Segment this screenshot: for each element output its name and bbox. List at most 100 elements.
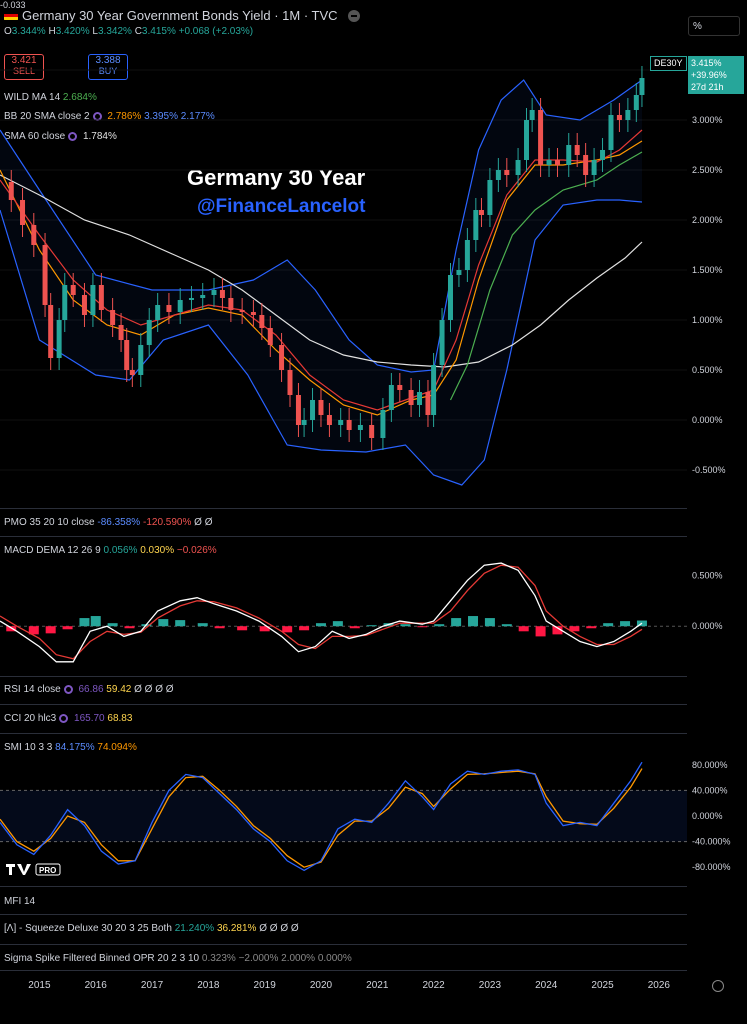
candle-body (600, 150, 606, 160)
candle-body (380, 410, 386, 438)
candle-body (478, 210, 484, 215)
rsi-legend[interactable]: RSI 14 close 66.86 59.42 Ø Ø Ø Ø (4, 684, 174, 695)
bar-countdown: 27d 21h (691, 82, 724, 92)
candle-body (20, 200, 26, 225)
macd-histogram-bar (197, 623, 208, 627)
macd-histogram-bar (569, 626, 580, 632)
pane-divider[interactable] (0, 508, 687, 509)
time-tick-label: 2020 (310, 980, 333, 991)
smi-tick-label: 0.000% (692, 811, 723, 821)
candle-body (166, 305, 172, 312)
price-candles (8, 66, 645, 450)
smi-tick-label: -40.000% (692, 837, 731, 847)
price-tick-label: 3.000% (692, 115, 723, 125)
macd-histogram-bar (315, 623, 326, 627)
tradingview-logo-icon: PRO (6, 863, 61, 876)
percent-scale-button[interactable]: % (688, 16, 740, 36)
macd-histogram-bar (484, 618, 495, 627)
settings-icon[interactable] (59, 713, 69, 723)
macd-histogram-bar (400, 624, 411, 627)
sma60-line (0, 174, 643, 368)
candle-body (574, 145, 580, 155)
macd-line (0, 562, 643, 663)
candle-body (98, 285, 104, 310)
macd-legend[interactable]: MACD DEMA 12 26 9 0.056% 0.030% −0.026% (4, 545, 217, 556)
svg-text:PRO: PRO (39, 866, 56, 875)
candle-body (515, 160, 521, 175)
last-price-tag: 3.415% +39.96% 27d 21h (688, 56, 744, 94)
candle-body (447, 275, 453, 320)
sma-legend[interactable]: SMA 60 close 1.784% (4, 131, 117, 142)
smi-legend[interactable]: SMI 10 3 3 84.175% 74.094% (4, 742, 137, 753)
buy-button[interactable]: 3.388 BUY (88, 54, 128, 80)
pane-divider[interactable] (0, 970, 687, 971)
candle-body (408, 390, 414, 405)
candle-body (591, 160, 597, 175)
candle-body (48, 305, 54, 358)
candle-body (200, 295, 206, 298)
last-price: 3.415% (691, 58, 722, 68)
pane-divider[interactable] (0, 944, 687, 945)
cci-legend[interactable]: CCI 20 hlc3 165.70 68.83 (4, 713, 133, 724)
sigma-legend[interactable]: Sigma Spike Filtered Binned OPR 20 2 3 1… (4, 953, 352, 964)
candle-body (110, 310, 116, 325)
candle-body (487, 180, 493, 215)
pane-divider[interactable] (0, 733, 687, 734)
minus-icon[interactable] (347, 9, 360, 22)
price-tick-label: 2.500% (692, 165, 723, 175)
chart-title-row: Germany 30 Year Government Bonds Yield ·… (4, 8, 360, 23)
candle-body (388, 385, 394, 410)
sell-button[interactable]: 3.421 SELL (4, 54, 44, 80)
settings-icon[interactable] (68, 131, 78, 141)
spread-value: -0.033 (0, 0, 26, 10)
squeeze-legend[interactable]: [Λ] - Squeeze Deluxe 30 20 3 25 Both 21.… (4, 923, 299, 934)
candle-body (464, 240, 470, 270)
price-tick-label: 1.000% (692, 315, 723, 325)
candle-body (118, 325, 124, 340)
pane-divider[interactable] (0, 676, 687, 677)
macd-histogram-bar (451, 618, 462, 627)
bb-lower-line (0, 199, 643, 486)
time-tick-label: 2025 (591, 980, 614, 991)
candle-body (417, 392, 423, 405)
candle-body (295, 395, 301, 425)
macd-histogram-bar (79, 618, 90, 627)
candle-body (566, 145, 572, 165)
settings-target-icon[interactable] (712, 980, 724, 992)
macd-histogram-bar (535, 626, 546, 637)
time-tick-label: 2015 (28, 980, 51, 991)
candle-body (425, 392, 431, 415)
pmo-legend[interactable]: PMO 35 20 10 close -86.358% -120.590% Ø … (4, 517, 213, 528)
candle-body (42, 245, 48, 305)
time-tick-label: 2021 (366, 980, 389, 991)
mfi-legend[interactable]: MFI 14 (4, 896, 36, 907)
wild-ma-legend[interactable]: WILD MA 14 2.684% (4, 92, 97, 103)
pane-divider[interactable] (0, 704, 687, 705)
price-tick-label: 0.500% (692, 365, 723, 375)
candle-body (625, 110, 631, 120)
candle-body (90, 285, 96, 315)
candle-body (62, 285, 68, 320)
time-tick-label: 2017 (141, 980, 164, 991)
time-tick-label: 2016 (85, 980, 108, 991)
smi-tick-label: 80.000% (692, 760, 728, 770)
settings-icon[interactable] (63, 684, 73, 694)
pane-divider[interactable] (0, 914, 687, 915)
candle-body (318, 400, 324, 415)
bb-upper-line (0, 79, 643, 373)
macd-histogram-bar (214, 626, 225, 629)
pane-divider[interactable] (0, 886, 687, 887)
watermark-title: Germany 30 Year (187, 165, 366, 190)
candle-body (211, 290, 217, 295)
time-tick-label: 2024 (535, 980, 558, 991)
macd-histogram-bar (518, 626, 529, 632)
candle-body (639, 78, 645, 95)
macd-histogram-bar (620, 621, 631, 627)
wild-ma-line (449, 151, 643, 401)
macd-tick-label: 0.000% (692, 621, 723, 631)
macd-histogram-bar (28, 626, 39, 635)
candle-body (397, 385, 403, 390)
pane-divider[interactable] (0, 536, 687, 537)
macd-histogram-bar (6, 626, 17, 632)
